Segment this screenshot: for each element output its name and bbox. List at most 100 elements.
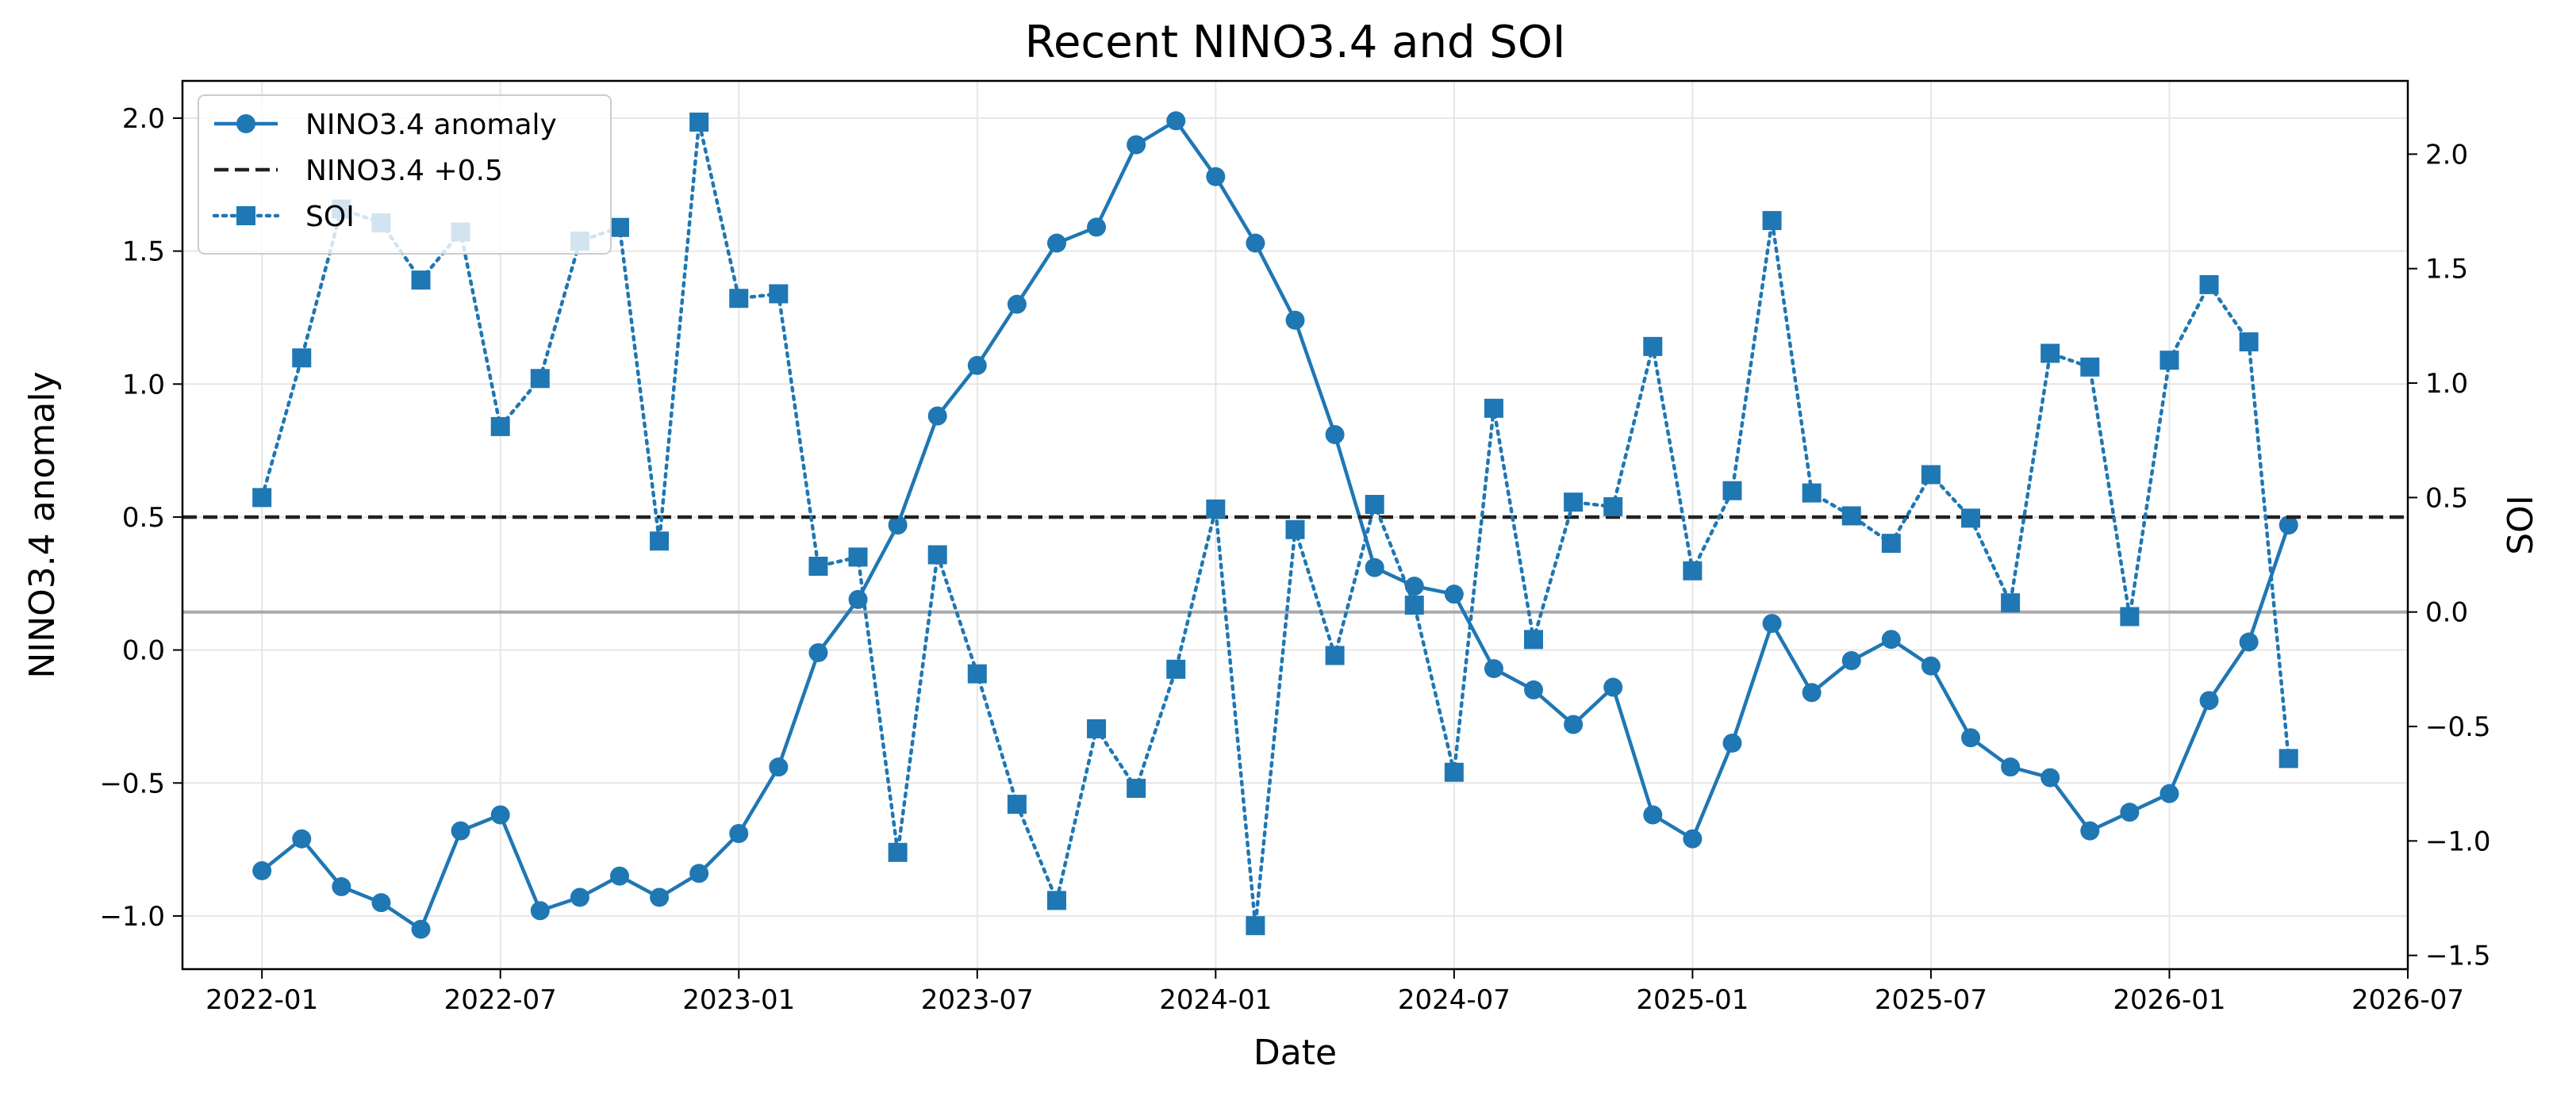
data-point bbox=[1683, 561, 1703, 581]
data-point bbox=[2159, 351, 2179, 370]
data-point bbox=[1007, 795, 1027, 814]
data-point bbox=[888, 842, 908, 862]
data-point bbox=[1841, 506, 1861, 526]
legend-item: NINO3.4 +0.5 bbox=[214, 155, 503, 187]
data-point bbox=[1087, 719, 1107, 738]
data-point bbox=[1564, 715, 1584, 734]
data-point bbox=[2239, 632, 2259, 652]
data-point bbox=[2199, 274, 2219, 294]
data-point bbox=[1404, 596, 1424, 615]
data-point bbox=[1246, 916, 1265, 936]
data-point bbox=[2199, 691, 2219, 711]
data-point bbox=[1603, 677, 1623, 697]
data-point bbox=[1166, 659, 1186, 679]
y-tick-label-right: 1.0 bbox=[2425, 368, 2468, 400]
data-point bbox=[1007, 294, 1027, 314]
y-tick-label-right: 2.0 bbox=[2425, 139, 2468, 171]
data-point bbox=[2120, 607, 2140, 627]
legend-item: SOI bbox=[212, 201, 355, 233]
x-tick-label: 2025-01 bbox=[1636, 984, 1749, 1016]
data-point bbox=[252, 860, 272, 880]
data-point bbox=[967, 664, 987, 684]
data-point bbox=[1484, 659, 1503, 679]
data-point bbox=[570, 887, 589, 907]
y-tick-label-left: 2.0 bbox=[122, 103, 165, 135]
data-point bbox=[848, 589, 868, 609]
data-point bbox=[292, 348, 312, 368]
data-point bbox=[967, 355, 987, 375]
series-line bbox=[260, 119, 2290, 931]
data-point bbox=[2001, 593, 2021, 613]
data-point bbox=[1564, 493, 1584, 512]
data-point bbox=[1127, 778, 1146, 798]
data-point bbox=[2080, 357, 2100, 377]
chart-title: Recent NINO3.4 and SOI bbox=[1025, 17, 1566, 68]
x-tick-label: 2022-07 bbox=[444, 984, 557, 1016]
series-nino3-4-anomaly bbox=[252, 111, 2298, 939]
y-tick-label-left: 1.5 bbox=[122, 236, 165, 268]
data-point bbox=[2239, 332, 2259, 352]
data-point bbox=[1603, 496, 1623, 516]
y-tick-label-right: 1.5 bbox=[2425, 254, 2468, 286]
data-point bbox=[2040, 768, 2060, 788]
legend-label: NINO3.4 anomaly bbox=[305, 109, 557, 141]
y-tick-label-left: −1.0 bbox=[99, 901, 165, 933]
data-point bbox=[1921, 656, 1941, 676]
data-point bbox=[1046, 233, 1066, 253]
data-point bbox=[411, 919, 431, 939]
data-point bbox=[1246, 233, 1265, 253]
data-point bbox=[2120, 803, 2140, 822]
x-tick-label: 2024-01 bbox=[1159, 984, 1272, 1016]
data-point bbox=[1524, 630, 1544, 650]
y-axis-right-title: SOI bbox=[2501, 495, 2541, 555]
y-tick-label-left: 0.0 bbox=[122, 635, 165, 667]
y-axis-right: −1.5 −1.0 −0.5 0.0 0.5 1.0 1.5 2.0 bbox=[2408, 139, 2491, 972]
data-point bbox=[1484, 398, 1503, 418]
data-point bbox=[1444, 762, 1464, 782]
data-point bbox=[689, 112, 709, 132]
data-point bbox=[1762, 211, 1782, 231]
plot-frame bbox=[181, 79, 2409, 971]
data-point bbox=[848, 547, 868, 567]
data-point bbox=[411, 270, 431, 290]
x-tick-label: 2026-07 bbox=[2351, 984, 2464, 1016]
data-point bbox=[1802, 683, 1822, 703]
data-point bbox=[1524, 680, 1544, 699]
x-tick-label: 2024-07 bbox=[1398, 984, 1511, 1016]
x-tick-label: 2026-01 bbox=[2113, 984, 2225, 1016]
y-tick-label-left: 1.0 bbox=[122, 369, 165, 401]
data-point bbox=[1046, 891, 1066, 910]
x-axis: 2022-01 2022-07 2023-01 2023-07 2024-01 2024-… bbox=[205, 969, 2464, 1016]
data-point bbox=[888, 516, 908, 535]
data-point bbox=[927, 545, 947, 565]
data-point bbox=[1285, 310, 1305, 330]
data-point bbox=[1365, 558, 1384, 577]
data-point bbox=[689, 864, 709, 883]
x-tick-label: 2025-07 bbox=[1875, 984, 1987, 1016]
data-point bbox=[609, 217, 629, 237]
data-point bbox=[2040, 343, 2060, 363]
data-point bbox=[1881, 534, 1901, 554]
data-point bbox=[1881, 630, 1901, 650]
data-point bbox=[1722, 733, 1742, 753]
data-point bbox=[650, 887, 670, 907]
legend-box bbox=[198, 94, 612, 255]
data-point bbox=[729, 823, 749, 843]
data-point bbox=[451, 821, 470, 841]
x-tick-label: 2023-07 bbox=[921, 984, 1034, 1016]
data-point bbox=[2278, 749, 2298, 768]
data-point bbox=[808, 556, 828, 576]
y-tick-label-left: −0.5 bbox=[99, 768, 165, 799]
data-point bbox=[1325, 646, 1345, 665]
data-point bbox=[1961, 728, 1981, 748]
x-tick-label: 2023-01 bbox=[682, 984, 795, 1016]
y-axis-left: −1.0 −0.5 0.0 0.5 1.0 1.5 2.0 bbox=[99, 103, 182, 933]
data-point bbox=[2080, 821, 2100, 841]
data-point bbox=[490, 805, 510, 825]
data-point bbox=[2001, 757, 2021, 777]
y-tick-label-right: 0.0 bbox=[2425, 597, 2468, 629]
data-point bbox=[1325, 424, 1345, 444]
data-point bbox=[1722, 481, 1742, 500]
legend-label: NINO3.4 +0.5 bbox=[305, 155, 503, 187]
data-point bbox=[1206, 167, 1226, 186]
